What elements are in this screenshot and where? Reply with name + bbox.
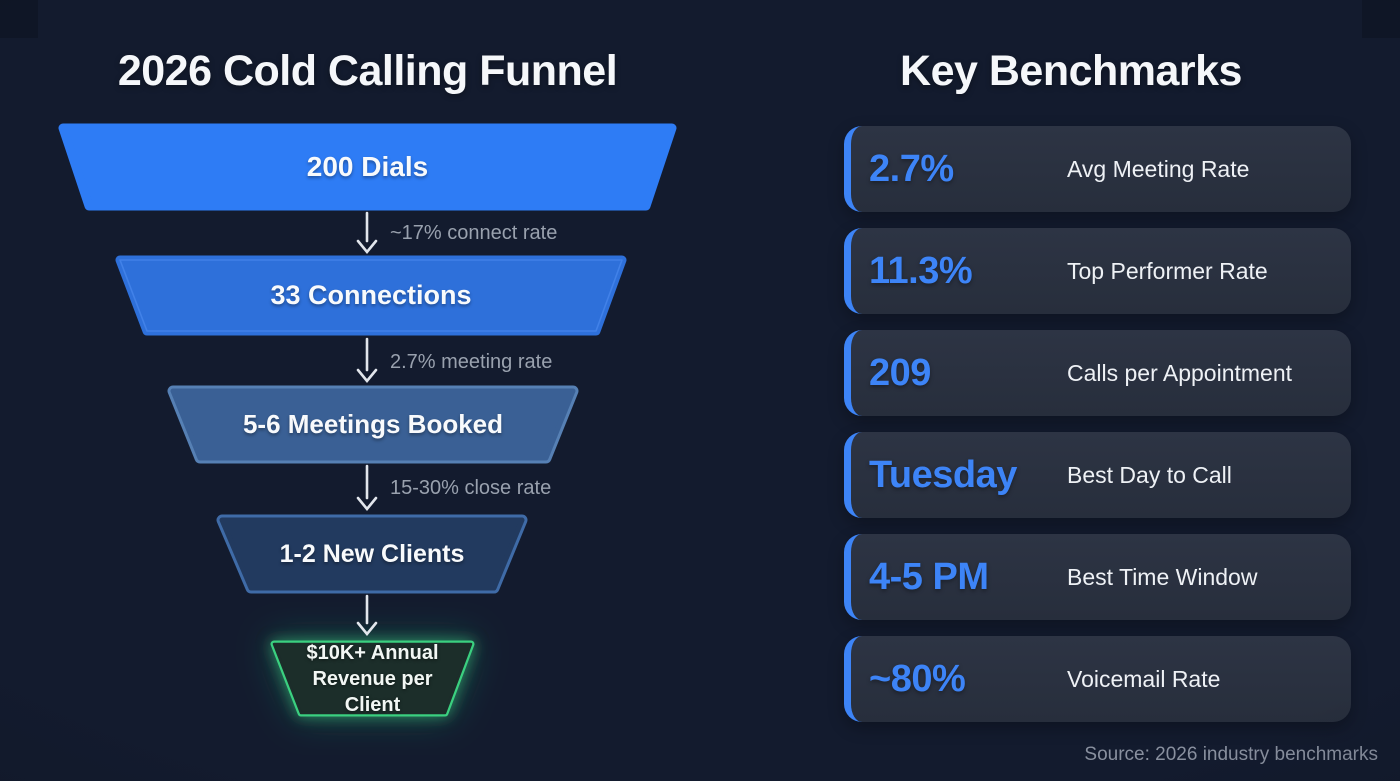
benchmark-value: 4-5 PM bbox=[869, 555, 989, 598]
outcome-line-2: Revenue per bbox=[312, 667, 433, 690]
benchmark-card-voicemail-rate: ~80% Voicemail Rate bbox=[844, 636, 1351, 722]
funnel-title: 2026 Cold Calling Funnel bbox=[117, 47, 618, 95]
funnel-outcome-shape bbox=[270, 640, 475, 717]
transition-note-2: 2.7% meeting rate bbox=[390, 351, 553, 373]
benchmark-value: 2.7% bbox=[869, 147, 954, 190]
source-note: Source: 2026 industry benchmarks bbox=[1084, 744, 1378, 765]
benchmarks-title: Key Benchmarks bbox=[900, 47, 1242, 95]
benchmark-value: 209 bbox=[869, 351, 931, 394]
funnel-stage-shape-1 bbox=[58, 123, 677, 211]
benchmark-card-avg-meeting-rate: 2.7% Avg Meeting Rate bbox=[844, 126, 1351, 212]
funnel-arrow-3 bbox=[356, 464, 378, 512]
benchmark-card-top-performer-rate: 11.3% Top Performer Rate bbox=[844, 228, 1351, 314]
funnel-stage-shape-2 bbox=[115, 255, 627, 336]
outcome-line-1: $10K+ Annual bbox=[306, 641, 439, 664]
benchmark-value: 11.3% bbox=[869, 249, 973, 292]
outcome-line-3: Client bbox=[344, 693, 401, 716]
corner-artifact-top-right bbox=[1362, 0, 1400, 38]
benchmark-value: ~80% bbox=[869, 657, 966, 700]
funnel-stage-shape-3 bbox=[167, 385, 579, 464]
benchmark-card-calls-per-appointment: 209 Calls per Appointment bbox=[844, 330, 1351, 416]
funnel-stage-label-1: 200 Dials bbox=[306, 151, 429, 182]
funnel-stage-label-2: 33 Connections bbox=[270, 280, 472, 310]
transition-note-3: 15-30% close rate bbox=[390, 477, 552, 499]
benchmark-label: Voicemail Rate bbox=[1067, 665, 1221, 692]
transition-note-1: ~17% connect rate bbox=[390, 222, 558, 244]
funnel-stage-shape-4 bbox=[216, 514, 528, 594]
benchmark-label: Top Performer Rate bbox=[1067, 257, 1268, 284]
funnel-stage-label-3: 5-6 Meetings Booked bbox=[242, 409, 504, 439]
benchmark-label: Best Time Window bbox=[1067, 563, 1258, 590]
corner-artifact-top-left bbox=[0, 0, 38, 38]
benchmark-card-best-time-window: 4-5 PM Best Time Window bbox=[844, 534, 1351, 620]
funnel-outcome-label: $10K+ Annual Revenue per Client bbox=[270, 640, 475, 717]
funnel-arrow-1 bbox=[356, 211, 378, 255]
benchmark-label: Best Day to Call bbox=[1067, 461, 1232, 488]
funnel-stage-label-4: 1-2 New Clients bbox=[279, 539, 465, 568]
benchmark-label: Calls per Appointment bbox=[1067, 359, 1293, 386]
benchmark-card-best-day-to-call: Tuesday Best Day to Call bbox=[844, 432, 1351, 518]
funnel-arrow-4 bbox=[356, 594, 378, 637]
benchmark-value: Tuesday bbox=[869, 453, 1017, 496]
funnel-arrow-2 bbox=[356, 337, 378, 384]
benchmark-label: Avg Meeting Rate bbox=[1067, 155, 1250, 182]
